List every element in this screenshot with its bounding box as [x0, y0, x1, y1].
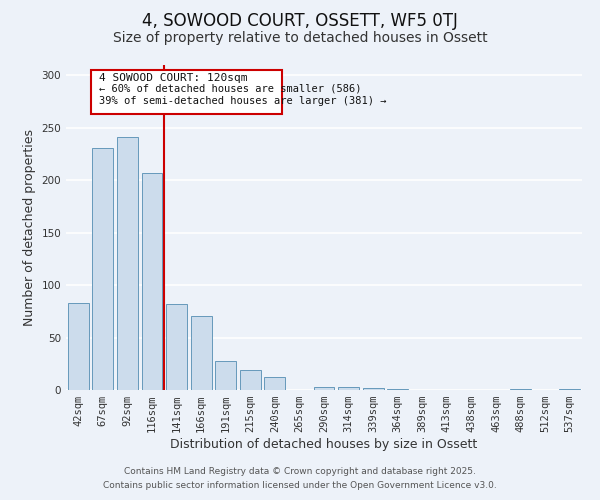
Bar	[215, 360, 236, 390]
Bar	[191, 316, 212, 390]
FancyBboxPatch shape	[91, 70, 282, 114]
Text: Size of property relative to detached houses in Ossett: Size of property relative to detached ho…	[113, 31, 487, 45]
Bar	[314, 387, 334, 390]
Text: 39% of semi-detached houses are larger (381) →: 39% of semi-detached houses are larger (…	[99, 96, 386, 106]
Bar	[510, 389, 531, 390]
Bar	[166, 304, 187, 390]
Text: Contains HM Land Registry data © Crown copyright and database right 2025.: Contains HM Land Registry data © Crown c…	[124, 467, 476, 476]
Bar	[387, 389, 408, 390]
Text: 4 SOWOOD COURT: 120sqm: 4 SOWOOD COURT: 120sqm	[99, 74, 248, 84]
Bar	[117, 138, 138, 390]
Bar	[338, 387, 359, 390]
Text: Contains public sector information licensed under the Open Government Licence v3: Contains public sector information licen…	[103, 481, 497, 490]
X-axis label: Distribution of detached houses by size in Ossett: Distribution of detached houses by size …	[170, 438, 478, 451]
Bar	[142, 173, 163, 390]
Bar	[559, 389, 580, 390]
Text: ← 60% of detached houses are smaller (586): ← 60% of detached houses are smaller (58…	[99, 84, 362, 94]
Y-axis label: Number of detached properties: Number of detached properties	[23, 129, 36, 326]
Bar	[240, 370, 261, 390]
Bar	[265, 378, 286, 390]
Bar	[92, 148, 113, 390]
Text: 4, SOWOOD COURT, OSSETT, WF5 0TJ: 4, SOWOOD COURT, OSSETT, WF5 0TJ	[142, 12, 458, 30]
Bar	[362, 388, 383, 390]
Bar	[68, 303, 89, 390]
